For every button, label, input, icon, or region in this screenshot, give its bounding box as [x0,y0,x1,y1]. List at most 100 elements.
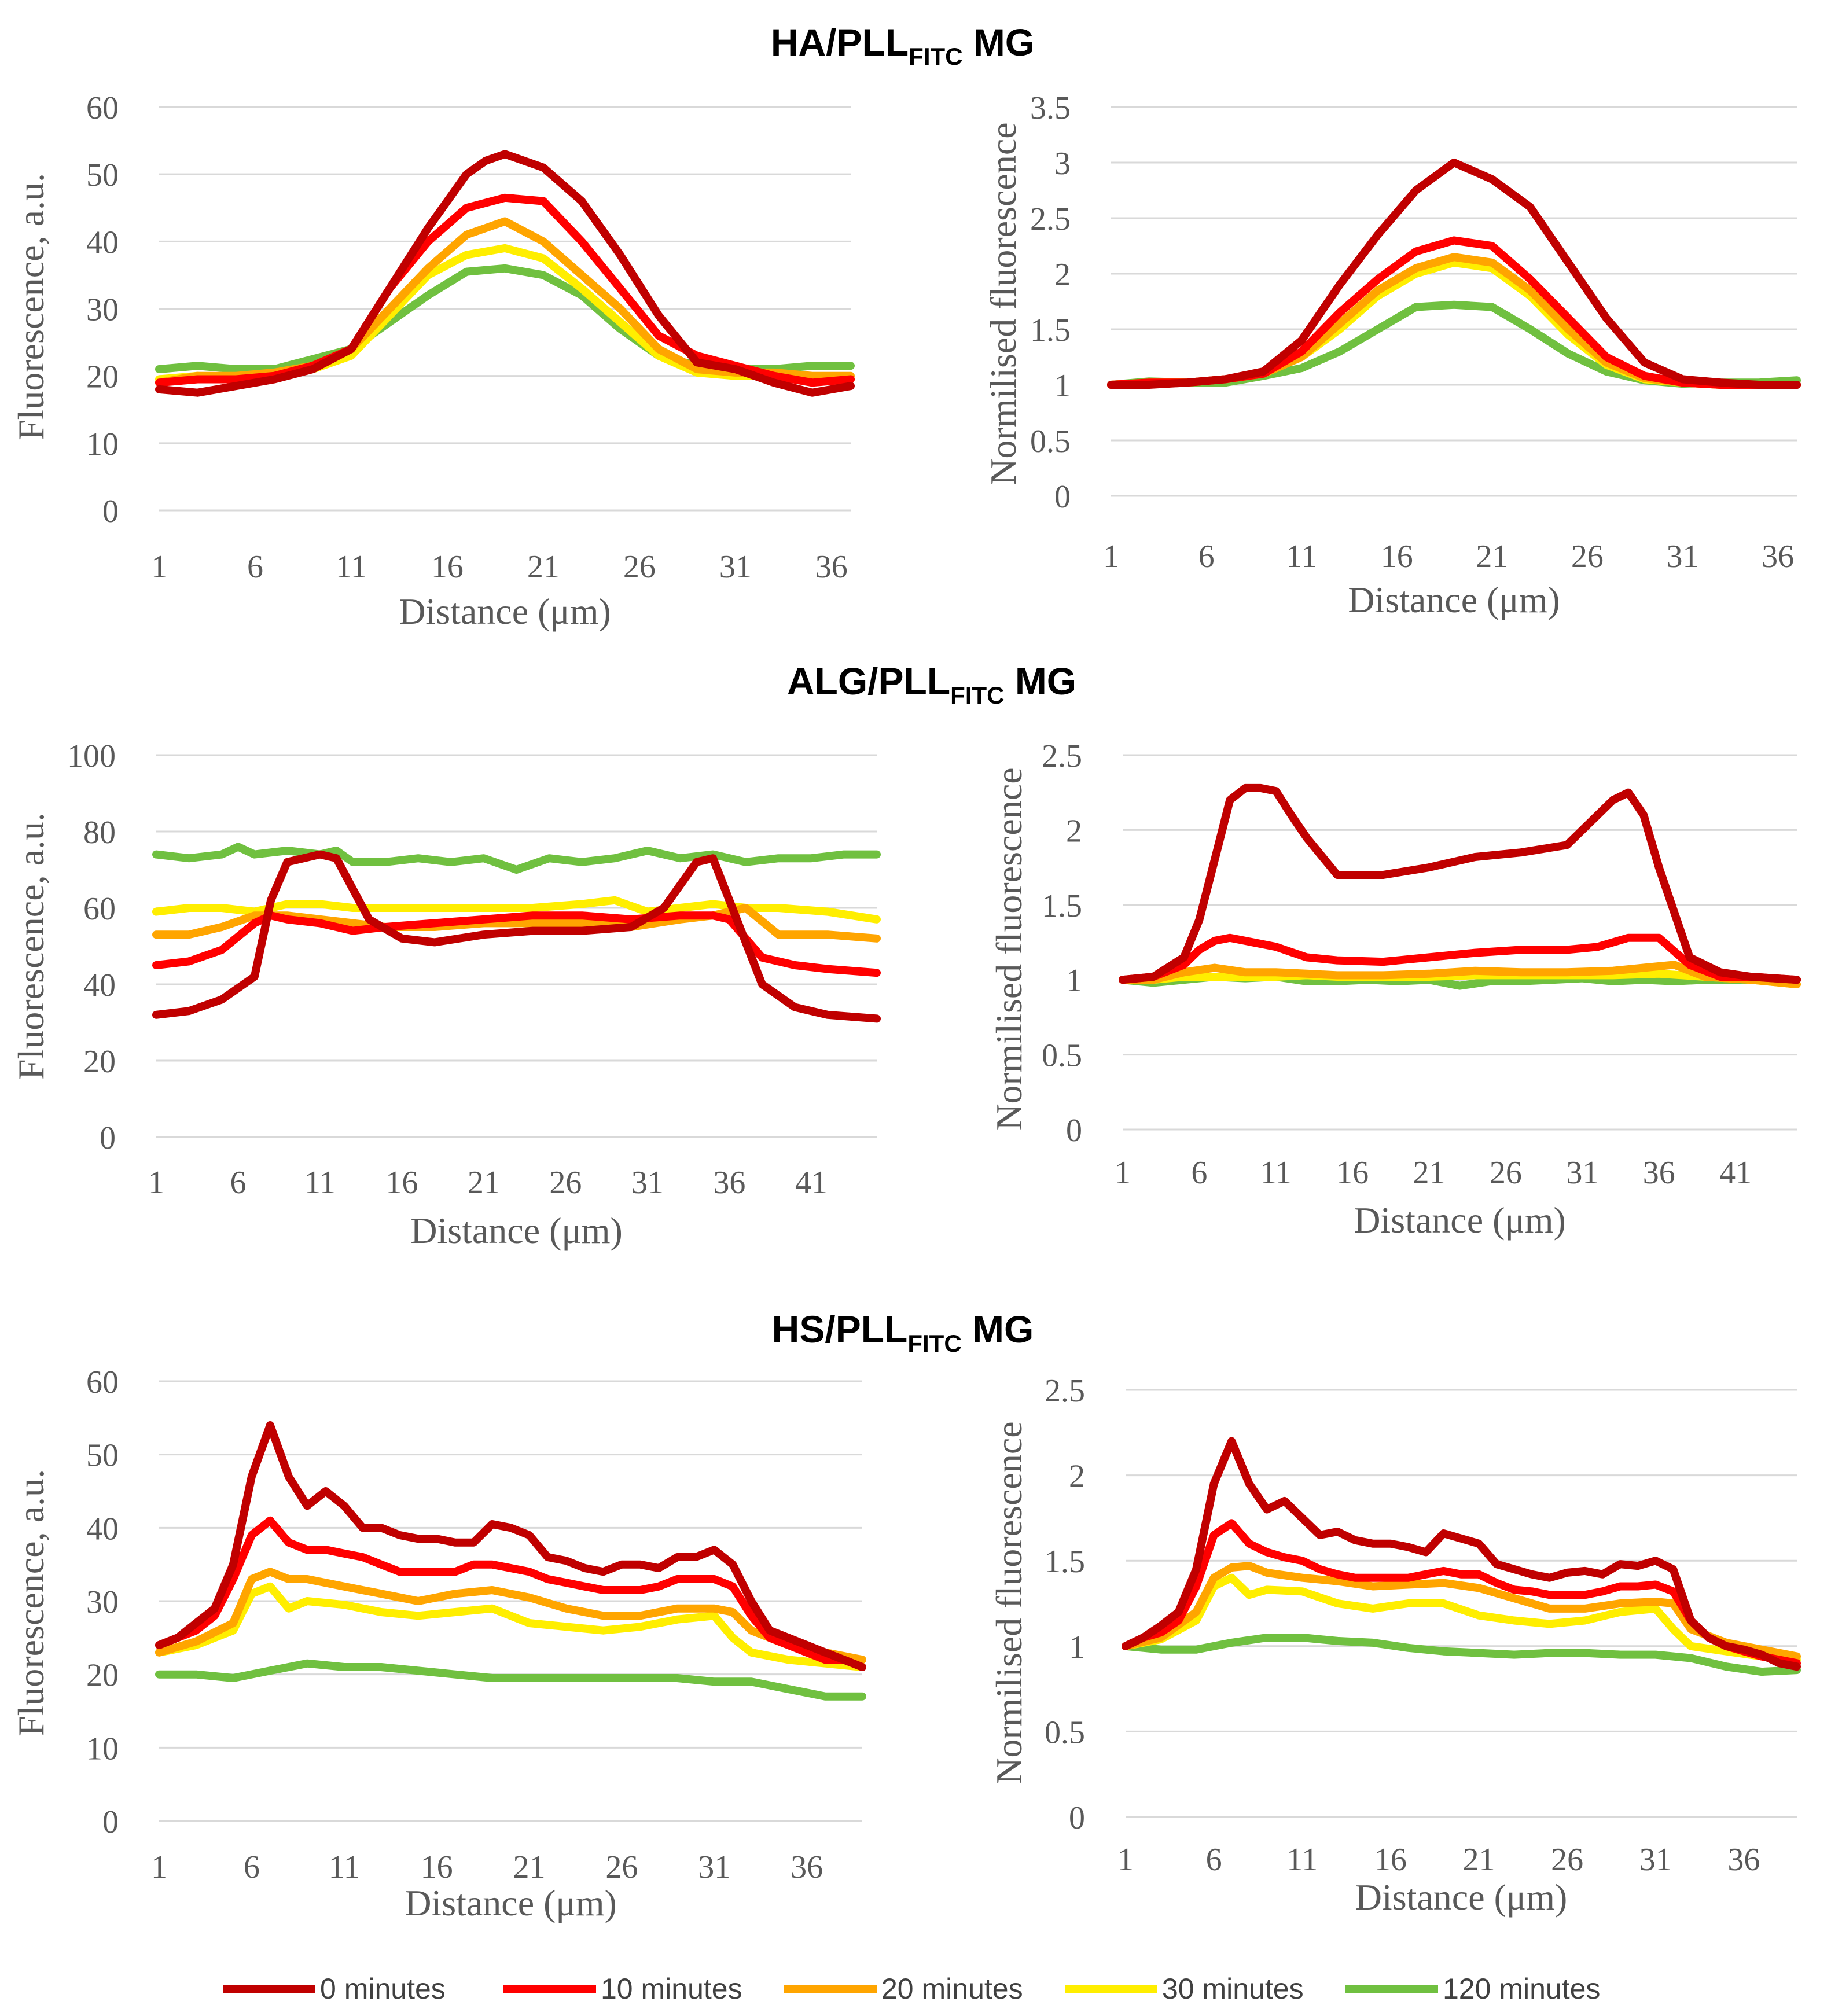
y-tick-label: 20 [86,1658,119,1694]
y-tick-label: 0.5 [1030,424,1071,459]
y-tick-label: 0 [1069,1800,1085,1836]
x-tick-label: 31 [1566,1155,1598,1191]
y-tick-label: 0 [102,1804,119,1840]
x-tick-label: 21 [513,1849,545,1885]
legend-label: 120 minutes [1443,1973,1600,2005]
group-title-hs: HS/PLLFITC MG [772,1308,1034,1357]
x-tick-label: 26 [549,1165,582,1201]
x-tick-label: 36 [1643,1155,1675,1191]
group-title-alg: ALG/PLLFITC MG [787,660,1076,709]
x-tick-label: 21 [1413,1155,1446,1191]
legend-label: 20 minutes [881,1973,1023,2005]
x-axis-label: Distance (μm) [1354,1200,1566,1241]
x-tick-label: 31 [698,1849,730,1885]
y-tick-label: 20 [86,359,119,395]
series-line-20-minutes [1122,1562,1801,1661]
x-tick-label: 31 [631,1165,664,1201]
x-axis-label: Distance (μm) [1348,579,1560,620]
y-tick-label: 1 [1069,1629,1085,1665]
y-tick-label: 30 [86,292,119,328]
y-tick-label: 60 [86,1364,119,1400]
x-tick-label: 11 [1286,539,1317,575]
series-line-30-minutes [1122,1573,1801,1664]
y-axis-label: Fluorescence, a.u. [10,173,52,440]
series-line-10-minutes [155,1516,866,1671]
x-axis-label: Distance (μm) [399,591,611,632]
y-tick-label: 40 [86,1511,119,1547]
group-title-ha: HA/PLLFITC MG [771,21,1035,70]
y-tick-label: 50 [86,1438,119,1474]
y-tick-label: 2.5 [1045,1373,1085,1409]
y-axis-label: Normilised fluorescence [983,122,1024,485]
y-tick-label: 50 [86,157,119,193]
series-line-120-minutes [152,843,881,874]
group-title-hs-subscript: FITC [907,1330,961,1357]
series-line-0-minutes [1119,783,1801,984]
series-line-30-minutes [155,1582,866,1671]
x-tick-label: 36 [791,1849,823,1885]
x-tick-label: 16 [421,1849,453,1885]
legend: 0 minutes 10 minutes 20 minutes 30 minutes 1… [223,1973,1600,2005]
x-tick-label: 16 [431,549,464,585]
y-tick-label: 0 [102,494,119,529]
x-tick-label: 6 [247,549,263,585]
y-tick-label: 0.5 [1045,1715,1085,1750]
y-tick-label: 1 [1054,368,1071,404]
y-tick-label: 0 [1054,479,1071,515]
x-tick-label: 36 [1727,1842,1760,1878]
series-line-0-minutes [155,1421,866,1671]
x-tick-label: 41 [1719,1155,1752,1191]
y-tick-label: 80 [83,815,116,851]
x-tick-label: 6 [230,1165,246,1201]
x-tick-label: 31 [719,549,752,585]
x-tick-label: 21 [1463,1842,1495,1878]
y-tick-label: 30 [86,1584,119,1620]
y-tick-label: 2 [1066,813,1082,849]
series-line-0-minutes [1107,159,1801,389]
x-tick-label: 1 [151,1849,167,1885]
y-tick-label: 2.5 [1042,738,1082,774]
group-title-ha-subscript: FITC [909,43,962,70]
y-tick-label: 1.5 [1030,312,1071,348]
x-axis-label: Distance (μm) [410,1210,623,1251]
y-axis-label: Fluorescence, a.u. [10,812,52,1080]
y-tick-label: 60 [83,891,116,927]
x-tick-label: 36 [815,549,848,585]
x-tick-label: 26 [1551,1842,1583,1878]
x-tick-label: 11 [336,549,367,585]
x-tick-label: 11 [304,1165,336,1201]
x-tick-label: 26 [623,549,656,585]
y-tick-label: 0 [100,1120,116,1156]
series-line-120-minutes [155,1659,866,1701]
y-axis-label: Fluorescence, a.u. [10,1469,52,1737]
x-tick-label: 16 [385,1165,418,1201]
y-tick-label: 60 [86,90,119,126]
y-tick-label: 10 [86,1731,119,1767]
x-tick-label: 1 [1115,1155,1131,1191]
series-line-0-minutes [1122,1437,1801,1671]
y-tick-label: 3 [1054,146,1071,182]
x-tick-label: 21 [1476,539,1508,575]
y-tick-label: 100 [67,738,116,774]
group-title-alg-subscript: FITC [950,682,1004,709]
x-tick-label: 6 [1198,539,1215,575]
x-tick-label: 16 [1336,1155,1369,1191]
legend-label: 30 minutes [1162,1973,1304,2005]
x-tick-label: 31 [1667,539,1699,575]
x-tick-label: 11 [1260,1155,1292,1191]
y-tick-label: 1 [1066,963,1082,999]
y-tick-label: 2 [1054,257,1071,293]
x-tick-label: 6 [1191,1155,1207,1191]
x-tick-label: 36 [713,1165,745,1201]
x-axis-label: Distance (μm) [405,1882,617,1923]
x-tick-label: 11 [329,1849,360,1885]
y-tick-label: 40 [83,967,116,1003]
y-tick-label: 10 [86,426,119,462]
x-tick-label: 6 [1206,1842,1222,1878]
y-tick-label: 3.5 [1030,90,1071,126]
